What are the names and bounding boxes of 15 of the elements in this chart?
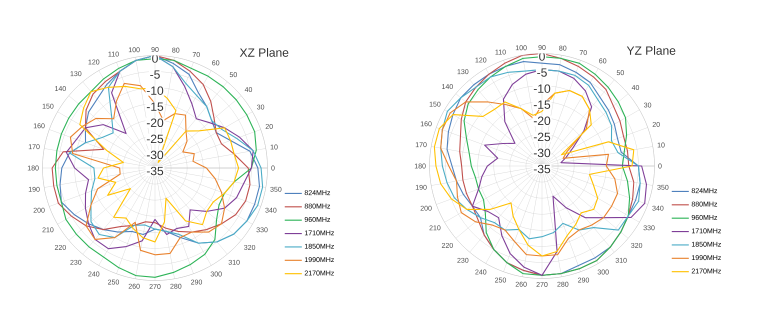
y-tick-label: -25 [534, 132, 550, 142]
y-tick-label: -5 [537, 68, 547, 77]
y-tick-label: -35 [534, 164, 550, 174]
y-tick-label: -5 [150, 70, 160, 79]
y-tick-label: -10 [146, 86, 164, 95]
y-tick-label: -30 [146, 150, 164, 160]
chart-title: XZ Plane [240, 48, 288, 57]
y-tick-label: -10 [534, 84, 550, 93]
y-tick-label: -30 [534, 148, 550, 158]
y-tick-label: -35 [146, 166, 164, 176]
y-tick-label: -25 [146, 134, 164, 144]
y-tick-label: -15 [146, 102, 164, 111]
chart-title: YZ Plane [626, 46, 676, 55]
y-tick-label: -20 [534, 116, 550, 126]
y-tick-label: -20 [146, 118, 164, 128]
